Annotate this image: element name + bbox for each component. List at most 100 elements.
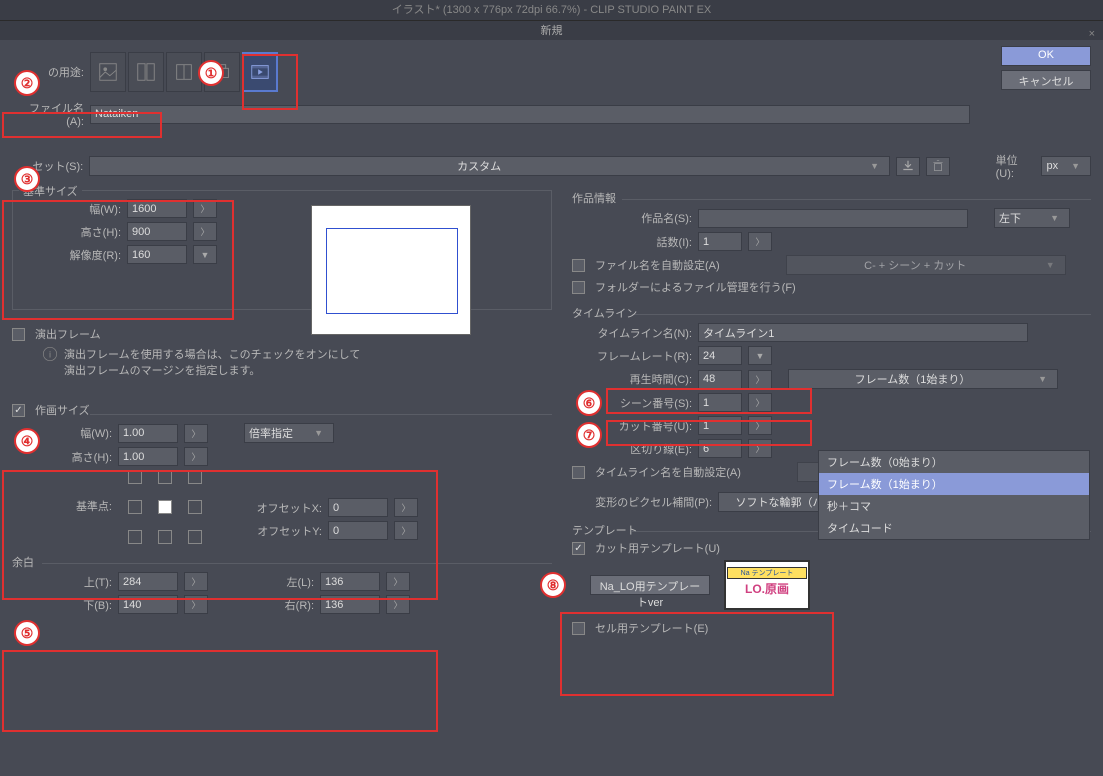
dropdown-item[interactable]: フレーム数（0始まり） [819,451,1089,473]
playtime-input[interactable] [698,370,742,389]
cut-template-name-button[interactable]: Na_LO用テンプレートver [590,575,710,595]
dialog-title-text: 新規 [541,25,563,37]
margin-bottom-label: 下(B): [12,597,112,613]
height-label: 高さ(H): [21,224,121,240]
cancel-button[interactable]: キャンセル [1001,70,1091,90]
scale-mode-select[interactable]: 倍率指定▼ [244,423,334,443]
margin-right-arrow[interactable]: 〉 [386,595,410,614]
cut-template-label: カット用テンプレート(U) [595,540,720,556]
dropdown-item[interactable]: フレーム数（1始まり） [819,473,1089,495]
offsetx-input[interactable] [328,498,388,517]
preset-select[interactable]: カスタム ▼ [89,156,890,176]
unit-label: 単位(U): [996,152,1036,180]
chevron-down-icon: ▼ [1044,213,1065,223]
callout-4: ④ [14,428,40,454]
height-input[interactable] [127,222,187,241]
preset-save-icon[interactable] [896,157,920,176]
timeline-legend: タイムライン [572,308,637,320]
width-arrow-button[interactable]: 〉 [193,199,217,218]
cut-input[interactable] [698,416,742,435]
offsetx-arrow[interactable]: 〉 [394,498,418,517]
scene-arrow[interactable]: 〉 [748,393,772,412]
preset-value: カスタム [94,158,864,174]
offsety-input[interactable] [328,521,388,540]
filename-label: ファイル名(A): [12,100,84,128]
drawsize-height-input[interactable] [118,447,178,466]
dropdown-item[interactable]: 秒＋コマ [819,495,1089,517]
resolution-input[interactable] [127,245,187,264]
folder-mgmt-checkbox[interactable] [572,281,585,294]
margin-right-input[interactable] [320,595,380,614]
anchor-grid[interactable] [128,470,206,548]
purpose-book-icon[interactable] [166,52,202,92]
resolution-label: 解像度(R): [21,247,121,263]
purpose-illust-icon[interactable] [90,52,126,92]
drawsize-legend: 作画サイズ [35,402,90,418]
chevron-down-icon: ▼ [1065,161,1086,171]
margin-top-input[interactable] [118,572,178,591]
chevron-down-icon: ▼ [308,428,329,438]
drawsize-height-arrow[interactable]: 〉 [184,447,208,466]
template-legend: テンプレート [572,525,638,537]
worktitle-input[interactable] [698,209,968,228]
episode-label: 話数(I): [572,234,692,250]
callout-6: ⑥ [576,390,602,416]
divider-input[interactable] [698,439,742,458]
framerate-input[interactable] [698,346,742,365]
height-arrow-button[interactable]: 〉 [193,222,217,241]
anchor-label: 基準点: [12,498,112,514]
preset-delete-icon[interactable] [926,157,950,176]
placement-select[interactable]: 左下▼ [994,208,1070,228]
unit-select[interactable]: px ▼ [1041,156,1091,176]
unit-value: px [1046,160,1058,172]
playtime-unit-select[interactable]: フレーム数（1始まり）▼ [788,369,1058,389]
cut-arrow[interactable]: 〉 [748,416,772,435]
chevron-down-icon: ▼ [1040,260,1061,270]
timeline-name-input[interactable] [698,323,1028,342]
playtime-arrow[interactable]: 〉 [748,370,772,389]
scene-input[interactable] [698,393,742,412]
playtime-unit-dropdown[interactable]: フレーム数（0始まり） フレーム数（1始まり） 秒＋コマ タイムコード [818,450,1090,540]
purpose-animation-icon[interactable] [242,52,278,92]
framerate-label: フレームレート(R): [572,348,692,364]
offsetx-label: オフセットX: [252,500,322,516]
info-icon: i [42,346,58,362]
callout-8: ⑧ [540,572,566,598]
worktitle-label: 作品名(S): [572,210,692,226]
directing-hint1: 演出フレームを使用する場合は、このチェックをオンにして [64,346,360,362]
margin-bottom-input[interactable] [118,595,178,614]
resolution-dropdown-button[interactable]: ▼ [193,245,217,264]
episode-input[interactable] [698,232,742,251]
margin-left-arrow[interactable]: 〉 [386,572,410,591]
margin-legend: 余白 [12,557,34,569]
framerate-dropdown-button[interactable]: ▼ [748,346,772,365]
drawsize-width-arrow[interactable]: 〉 [184,424,208,443]
margin-left-input[interactable] [320,572,380,591]
filename-input[interactable] [90,105,970,124]
margin-left-label: 左(L): [214,574,314,590]
ok-button[interactable]: OK [1001,46,1091,66]
playtime-label: 再生時間(C): [572,371,692,387]
template-thumbnail: Na テンプレート LO.原画 [724,560,810,610]
canvas-preview [311,205,471,335]
timeline-autoname-checkbox[interactable] [572,466,585,479]
width-input[interactable] [127,199,187,218]
margin-top-arrow[interactable]: 〉 [184,572,208,591]
callout-5: ⑤ [14,620,40,646]
autoname-format-select[interactable]: C- + シーン + カット▼ [786,255,1066,275]
drawsize-checkbox[interactable]: ✓ [12,404,25,417]
app-titlebar: イラスト* (1300 x 776px 72dpi 66.7%) - CLIP … [0,0,1103,20]
cell-template-label: セル用テンプレート(E) [595,620,708,636]
autoname-checkbox[interactable] [572,259,585,272]
divider-arrow[interactable]: 〉 [748,439,772,458]
margin-bottom-arrow[interactable]: 〉 [184,595,208,614]
offsety-arrow[interactable]: 〉 [394,521,418,540]
margin-right-label: 右(R): [214,597,314,613]
cut-template-checkbox[interactable]: ✓ [572,542,585,555]
purpose-comic-icon[interactable] [128,52,164,92]
dropdown-item[interactable]: タイムコード [819,517,1089,539]
episode-arrow[interactable]: 〉 [748,232,772,251]
drawsize-width-input[interactable] [118,424,178,443]
callout-2: ② [14,70,40,96]
cell-template-checkbox[interactable] [572,622,585,635]
